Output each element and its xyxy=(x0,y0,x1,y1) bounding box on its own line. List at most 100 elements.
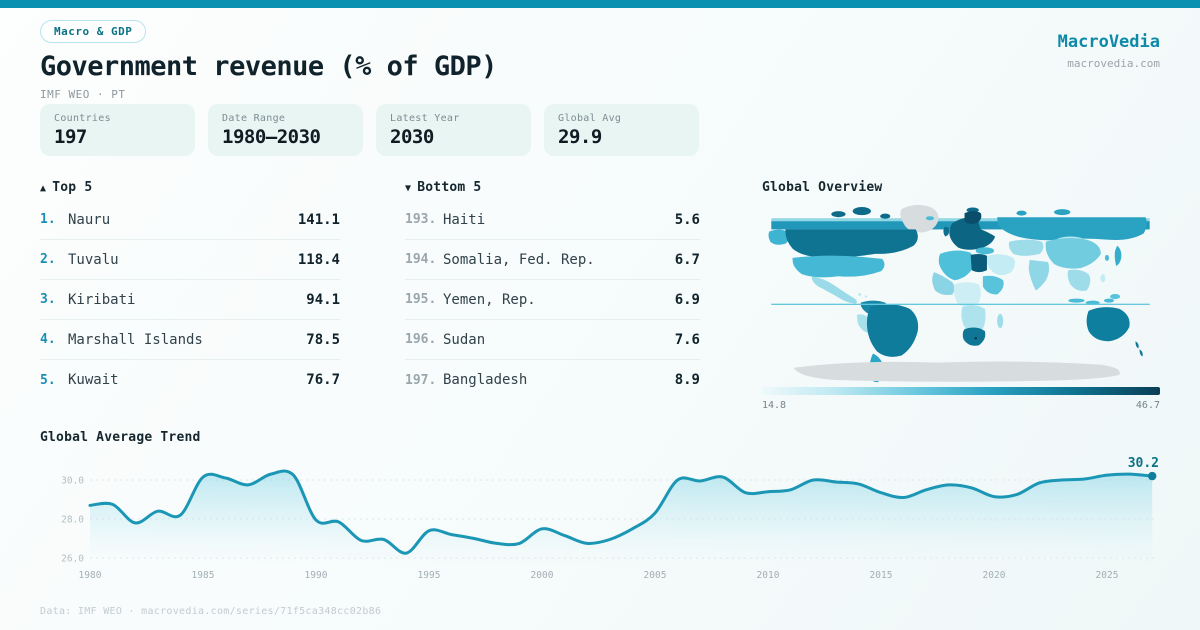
stat-value: 29.9 xyxy=(558,126,602,148)
chart-series xyxy=(88,469,1157,567)
region-siberian-island xyxy=(1054,209,1071,216)
region-southern-africa xyxy=(961,305,986,331)
scale-max-label: 46.7 xyxy=(1135,400,1160,411)
list-item: 197. Bangladesh 8.9 xyxy=(405,360,700,400)
region-central-asia xyxy=(1008,239,1044,256)
stat-value: 1980—2030 xyxy=(222,126,321,148)
brand-name: MacroVedia xyxy=(1057,32,1160,52)
rank: 196. xyxy=(405,332,437,347)
top-accent-bar xyxy=(0,0,1200,8)
list-item: 1. Nauru 141.1 xyxy=(40,200,340,240)
country-name: Nauru xyxy=(68,211,111,228)
x-axis-tick-label: 1995 xyxy=(418,570,441,581)
x-axis-tick-label: 2005 xyxy=(644,570,667,581)
region-north-africa xyxy=(938,250,974,281)
end-value-label: 30.2 xyxy=(1128,456,1159,471)
region-indonesia xyxy=(1068,298,1085,303)
page-subtitle: IMF WEO · PT xyxy=(40,88,126,101)
region-madagascar xyxy=(997,313,1004,329)
country-value: 118.4 xyxy=(297,251,340,268)
bottom5-list: 193. Haiti 5.6 194. Somalia, Fed. Rep. 6.7 1… xyxy=(405,200,700,400)
region-alaska xyxy=(768,229,791,245)
rank: 193. xyxy=(405,212,437,227)
x-axis-tick-label: 2010 xyxy=(757,570,780,581)
chart-axis-labels: 26.0 28.0 30.0 1980 1985 1990 1995 2000 2005 2010… xyxy=(61,456,1159,581)
trend-line-chart: 26.0 28.0 30.0 1980 1985 1990 1995 2000 2005 2010… xyxy=(61,456,1159,581)
x-axis-tick-label: 2025 xyxy=(1096,570,1119,581)
stat-value: 197 xyxy=(54,126,87,148)
country-name: Somalia, Fed. Rep. xyxy=(443,251,595,268)
region-greenland xyxy=(900,205,939,233)
x-axis-tick-label: 1990 xyxy=(305,570,328,581)
stat-label: Date Range xyxy=(222,113,286,124)
bottom5-title: ▼ Bottom 5 xyxy=(405,180,700,196)
x-axis-tick-label: 1985 xyxy=(192,570,215,581)
region-scandinavia xyxy=(964,211,982,224)
x-axis-tick-label: 1980 xyxy=(79,570,102,581)
x-axis-tick-label: 2000 xyxy=(531,570,554,581)
country-name: Haiti xyxy=(443,211,486,228)
bottom5-panel: ▼ Bottom 5 193. Haiti 5.6 194. Somalia, Fed.… xyxy=(405,180,700,411)
trend-title: Global Average Trend xyxy=(40,430,201,445)
country-value: 76.7 xyxy=(306,372,340,388)
region-caribbean xyxy=(864,295,868,298)
page-title: Government revenue (% of GDP) xyxy=(40,51,497,82)
region-mexico xyxy=(811,276,858,304)
country-value: 141.1 xyxy=(297,211,340,228)
y-axis-tick-label: 28.0 xyxy=(61,515,84,526)
region-lesotho xyxy=(974,336,978,340)
stat-card-global-avg: Global Avg 29.9 xyxy=(544,104,699,156)
down-triangle-icon: ▼ xyxy=(405,183,412,194)
stat-value: 2030 xyxy=(390,126,434,148)
top5-list: 1. Nauru 141.1 2. Tuvalu 118.4 3. Kiribati 94.… xyxy=(40,200,340,400)
map-title: Global Overview xyxy=(762,180,883,195)
region-arctic-island xyxy=(831,211,846,218)
region-egypt xyxy=(988,255,1000,271)
region-antarctica xyxy=(793,361,1120,382)
country-value: 94.1 xyxy=(306,291,340,308)
region-caribbean xyxy=(858,292,862,297)
region-horn-of-africa xyxy=(982,275,1004,295)
x-axis-tick-label: 2020 xyxy=(983,570,1006,581)
map-panel: Global Overview xyxy=(762,180,1160,411)
scale-min-label: 14.8 xyxy=(762,400,787,411)
region-indonesia xyxy=(1103,298,1115,303)
stat-card-countries: Countries 197 xyxy=(40,104,195,156)
list-item: 2. Tuvalu 118.4 xyxy=(40,240,340,280)
region-europe xyxy=(949,217,996,250)
header: Macro & GDP Government revenue (% of GDP… xyxy=(40,20,497,101)
region-canada xyxy=(785,229,918,258)
rank: 195. xyxy=(405,292,437,307)
region-central-africa xyxy=(953,282,981,307)
region-russia xyxy=(997,217,1147,241)
country-name: Bangladesh xyxy=(443,372,528,388)
footer-attribution: Data: IMF WEO · macrovedia.com/series/71… xyxy=(40,606,382,617)
country-value: 7.6 xyxy=(674,331,700,348)
region-southeast-asia xyxy=(1067,269,1091,291)
main-content: ▲ Top 5 1. Nauru 141.1 2. Tuvalu 118.4 3. Kiri… xyxy=(40,180,1160,411)
stat-label: Latest Year xyxy=(390,113,460,124)
trend-panel: Global Average Trend 26.0 28.0 30.0 1980 198… xyxy=(40,430,1160,587)
region-west-africa xyxy=(932,272,955,296)
country-value: 5.6 xyxy=(674,211,700,228)
region-new-zealand xyxy=(1135,341,1139,349)
world-choropleth-map xyxy=(768,205,1150,383)
country-value: 6.7 xyxy=(674,251,700,268)
top5-panel: ▲ Top 5 1. Nauru 141.1 2. Tuvalu 118.4 3. Kiri… xyxy=(40,180,340,411)
country-name: Tuvalu xyxy=(68,251,119,268)
rank: 2. xyxy=(40,252,56,267)
country-value: 78.5 xyxy=(306,331,340,348)
country-name: Kuwait xyxy=(68,372,119,388)
stat-label: Countries xyxy=(54,113,111,124)
stat-card-date-range: Date Range 1980—2030 xyxy=(208,104,363,156)
rank: 5. xyxy=(40,372,56,388)
region-australia xyxy=(1086,307,1130,342)
list-item: 196. Sudan 7.6 xyxy=(405,320,700,360)
country-name: Kiribati xyxy=(68,291,136,308)
country-name: Yemen, Rep. xyxy=(443,291,536,308)
region-south-africa xyxy=(962,327,986,346)
country-value: 6.9 xyxy=(674,291,700,308)
region-papua xyxy=(1110,294,1121,300)
stat-label: Global Avg xyxy=(558,113,622,124)
list-item: 193. Haiti 5.6 xyxy=(405,200,700,240)
